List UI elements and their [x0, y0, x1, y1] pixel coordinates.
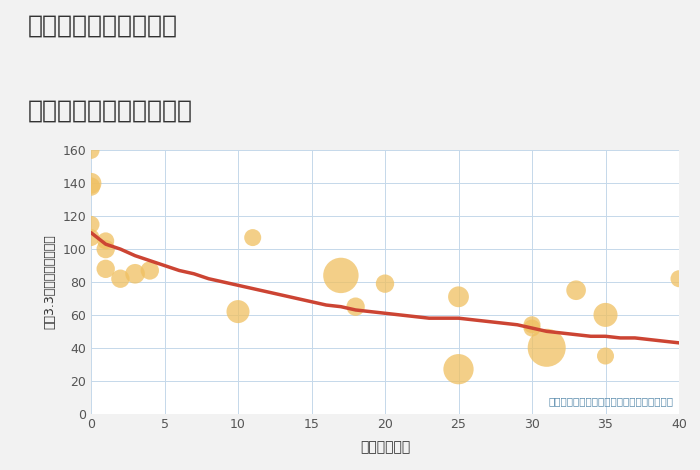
Point [85, 220, 97, 228]
Point [673, 275, 685, 282]
Text: 奈良県奈良市北室町の: 奈良県奈良市北室町の [28, 14, 178, 38]
Point [85, 234, 97, 241]
Point [130, 270, 141, 277]
Point [85, 147, 97, 154]
Point [232, 308, 244, 315]
Point [570, 286, 582, 294]
Point [115, 275, 126, 282]
Point [600, 311, 611, 319]
Point [453, 366, 464, 373]
Point [526, 321, 538, 329]
Text: 円の大きさは、取引のあった物件面積を示す: 円の大きさは、取引のあった物件面積を示す [548, 396, 673, 406]
Point [453, 293, 464, 301]
Point [85, 180, 97, 187]
Point [541, 344, 552, 352]
Point [100, 245, 111, 253]
Point [350, 303, 361, 310]
Y-axis label: 坪（3.3㎡）単価（万円）: 坪（3.3㎡）単価（万円） [43, 235, 57, 329]
Point [600, 352, 611, 360]
Point [335, 272, 346, 279]
Point [85, 183, 97, 190]
Point [247, 234, 258, 241]
X-axis label: 築年数（年）: 築年数（年） [360, 440, 410, 454]
Point [100, 237, 111, 244]
Point [144, 266, 155, 274]
Point [100, 265, 111, 273]
Point [379, 280, 391, 287]
Point [526, 324, 538, 332]
Text: 築年数別中古戸建て価格: 築年数別中古戸建て価格 [28, 99, 193, 123]
